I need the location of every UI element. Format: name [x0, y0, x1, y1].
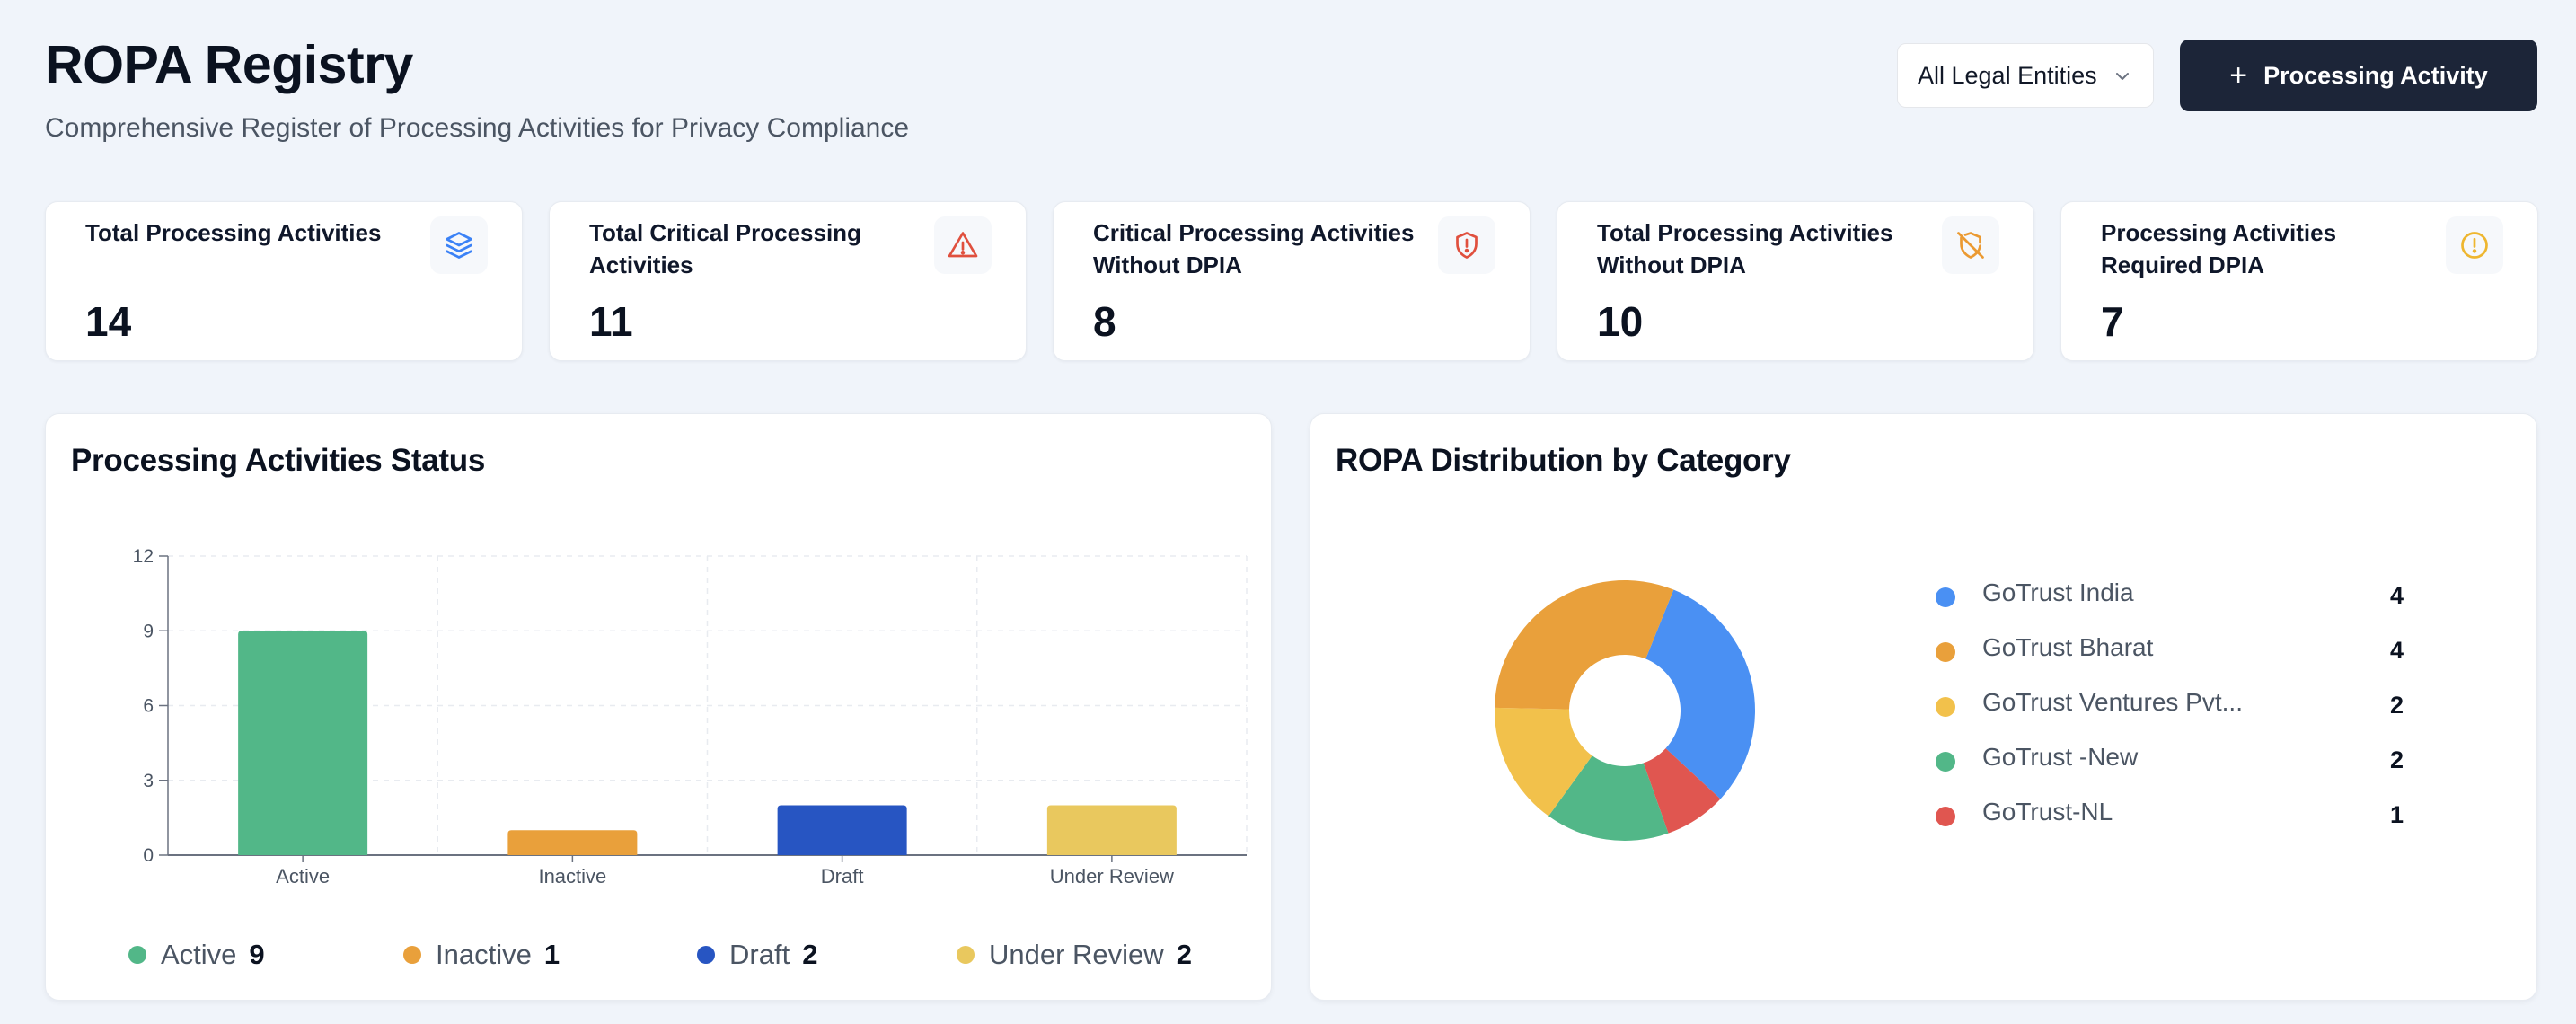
- layers-icon: [430, 216, 488, 274]
- legend-dot: [957, 946, 975, 964]
- legend-dot: [128, 946, 146, 964]
- stat-label: Total Critical Processing Activities: [589, 219, 861, 278]
- stat-card-critical-activities: Total Critical Processing Activities 11: [549, 201, 1027, 361]
- donut-slice[interactable]: [1495, 707, 1592, 817]
- category-count: 2: [2390, 692, 2404, 719]
- status-legend-active: Active 9: [128, 937, 265, 973]
- stat-card-critical-without-dpia: Critical Processing Activities Without D…: [1053, 201, 1531, 361]
- category-count: 4: [2390, 637, 2404, 664]
- category-label: GoTrust -New: [1982, 743, 2139, 771]
- stat-value: 7: [2101, 298, 2124, 345]
- alert-triangle-icon: [934, 216, 992, 274]
- legal-entity-select-value: All Legal Entities: [1918, 61, 2097, 89]
- donut-slice[interactable]: [1548, 755, 1669, 841]
- category-count: 2: [2390, 746, 2404, 773]
- stat-value: 10: [1597, 298, 1644, 345]
- category-item: GoTrust Bharat 4: [1936, 633, 2404, 669]
- legend-label: Active: [161, 939, 237, 970]
- stat-label: Total Processing Activities: [85, 219, 382, 246]
- legend-dot: [403, 946, 421, 964]
- legal-entity-select[interactable]: All Legal Entities: [1897, 43, 2154, 108]
- status-chart-panel: Processing Activities Status 0 3 6 9 12 Activ…: [45, 413, 1272, 1001]
- legend-label: Draft: [729, 939, 790, 970]
- donut-slice[interactable]: [1645, 589, 1755, 799]
- donut-slice[interactable]: [1495, 580, 1674, 710]
- shield-off-icon: [1942, 216, 1999, 274]
- legend-label: Under Review: [989, 939, 1164, 970]
- stat-value: 11: [589, 298, 633, 345]
- category-item: GoTrust -New 2: [1936, 743, 2404, 779]
- legend-count: 2: [1176, 939, 1192, 970]
- legend-dot: [697, 946, 715, 964]
- status-chart-title: Processing Activities Status: [71, 443, 486, 478]
- legend-dot: [1936, 752, 1955, 772]
- plus-icon: +: [2229, 58, 2248, 93]
- category-count: 1: [2390, 801, 2404, 828]
- chevron-down-icon: [2116, 73, 2129, 80]
- status-bar-chart: 0 3 6 9 12 Active Inactive Draft Under Review: [133, 546, 1248, 887]
- category-item: GoTrust-NL 1: [1936, 798, 2404, 834]
- y-tick-label: 6: [143, 696, 154, 717]
- y-tick-label: 12: [133, 546, 154, 567]
- add-processing-activity-button[interactable]: + Processing Activity: [2180, 40, 2537, 111]
- legend-count: 9: [249, 939, 265, 970]
- category-donut-chart: [1495, 580, 1755, 841]
- category-chart-panel: ROPA Distribution by Category GoTrust In…: [1310, 413, 2537, 1001]
- stat-label: Total Processing Activities Without DPIA: [1597, 219, 1893, 278]
- status-legend-draft: Draft 2: [697, 937, 817, 973]
- add-processing-activity-label: Processing Activity: [2263, 61, 2488, 89]
- donut-slice[interactable]: [1643, 748, 1721, 834]
- category-label: GoTrust-NL: [1982, 798, 2113, 825]
- bar-under-review[interactable]: [1046, 805, 1177, 856]
- bar-inactive[interactable]: [507, 830, 638, 855]
- x-tick-label: Draft: [821, 865, 864, 887]
- y-tick-label: 3: [143, 771, 154, 791]
- bar-active[interactable]: [238, 631, 368, 855]
- stat-value: 14: [85, 298, 132, 345]
- category-label: GoTrust India: [1982, 578, 2134, 606]
- status-legend-under-review: Under Review 2: [957, 937, 1192, 973]
- category-item: GoTrust Ventures Pvt... 2: [1936, 688, 2404, 724]
- status-legend-inactive: Inactive 1: [403, 937, 560, 973]
- x-tick-label: Inactive: [538, 865, 606, 887]
- y-tick-label: 0: [143, 845, 154, 866]
- category-item: GoTrust India 4: [1936, 578, 2404, 614]
- x-tick-label: Active: [276, 865, 330, 887]
- alert-circle-icon: [2446, 216, 2503, 274]
- stat-card-total-activities: Total Processing Activities 14: [45, 201, 523, 361]
- legend-count: 1: [543, 939, 560, 970]
- legend-dot: [1936, 642, 1955, 662]
- y-tick-label: 9: [143, 621, 154, 641]
- bar-draft[interactable]: [777, 805, 907, 856]
- page-title: ROPA Registry: [45, 35, 413, 94]
- category-label: GoTrust Bharat: [1982, 633, 2154, 661]
- page-subtitle: Comprehensive Register of Processing Act…: [45, 113, 910, 143]
- stat-card-required-dpia: Processing Activities Required DPIA 7: [2060, 201, 2538, 361]
- stat-value: 8: [1093, 298, 1116, 345]
- legend-count: 2: [802, 939, 818, 970]
- legend-dot: [1936, 807, 1955, 826]
- stat-label: Processing Activities Required DPIA: [2101, 219, 2337, 278]
- category-label: GoTrust Ventures Pvt...: [1982, 688, 2243, 716]
- category-count: 4: [2390, 582, 2404, 609]
- x-tick-label: Under Review: [1050, 865, 1174, 887]
- stat-card-without-dpia: Total Processing Activities Without DPIA…: [1557, 201, 2034, 361]
- legend-dot: [1936, 697, 1955, 717]
- shield-alert-icon: [1438, 216, 1495, 274]
- legend-dot: [1936, 587, 1955, 607]
- stat-label: Critical Processing Activities Without D…: [1093, 219, 1415, 278]
- category-chart-title: ROPA Distribution by Category: [1336, 443, 1791, 478]
- legend-label: Inactive: [436, 939, 532, 970]
